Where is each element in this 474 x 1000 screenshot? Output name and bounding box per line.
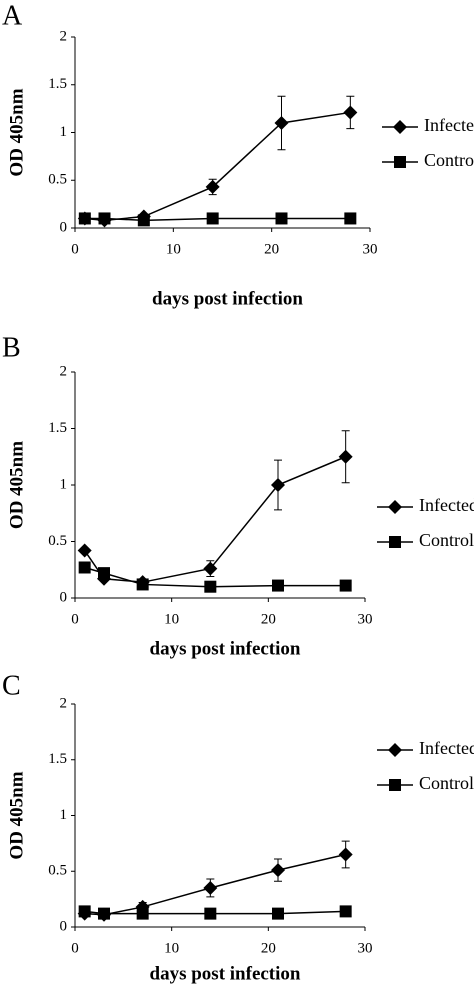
y-tick-label: 1	[60, 807, 68, 823]
series-line	[84, 111, 351, 222]
y-tick-label: 0.5	[48, 533, 67, 549]
data-point	[272, 579, 284, 592]
y-tick-label: 0.5	[48, 863, 67, 879]
data-point	[338, 847, 353, 862]
y-tick-label: 2	[60, 695, 68, 711]
x-axis-label: days post infection	[150, 638, 301, 659]
y-tick-label: 0	[60, 219, 68, 235]
x-tick-label: 0	[71, 940, 79, 956]
data-point	[136, 907, 149, 920]
y-tick-label: 0.5	[48, 172, 67, 188]
legend-label: Control	[419, 773, 474, 793]
y-tick-label: 1.5	[48, 751, 67, 767]
data-point	[137, 214, 150, 227]
y-axis-label: OD 405nm	[6, 441, 27, 529]
y-tick-label: 2	[60, 28, 68, 44]
x-tick-label: 20	[264, 241, 279, 257]
data-point	[98, 907, 110, 920]
data-point	[274, 115, 289, 130]
y-tick-label: 2	[60, 363, 68, 379]
x-tick-label: 30	[358, 940, 373, 956]
x-axis-label: days post infection	[152, 288, 303, 309]
data-point	[205, 179, 220, 194]
data-point	[204, 907, 217, 920]
data-point	[98, 212, 111, 225]
data-point	[78, 905, 91, 918]
y-tick-label: 1.5	[48, 76, 67, 92]
y-tick-label: 1	[60, 476, 68, 492]
legend-label: Control	[419, 530, 474, 550]
data-point	[77, 543, 92, 558]
panel-letter: A	[2, 0, 23, 31]
y-tick-label: 0	[60, 918, 68, 934]
data-point	[343, 105, 358, 120]
data-point	[78, 561, 91, 574]
x-tick-label: 30	[363, 241, 378, 257]
data-point	[136, 578, 149, 591]
data-point	[344, 212, 357, 225]
legend-marker	[388, 500, 402, 514]
data-point	[203, 880, 218, 895]
data-point	[271, 863, 285, 878]
legend-marker	[389, 779, 401, 791]
data-point	[204, 580, 217, 593]
legend-label: Infected	[424, 115, 474, 135]
x-tick-label: 10	[166, 241, 181, 257]
legend-label: Control	[424, 150, 474, 170]
data-point	[272, 907, 284, 920]
data-point	[275, 212, 288, 225]
x-tick-label: 10	[164, 940, 179, 956]
legend-label: Infected	[419, 495, 474, 515]
data-point	[271, 478, 285, 492]
legend-marker	[388, 743, 402, 757]
y-tick-label: 1.5	[48, 420, 67, 436]
data-point	[203, 561, 218, 576]
data-point	[338, 449, 353, 464]
legend-label: Infected	[419, 738, 474, 758]
y-axis-label: OD 405nm	[6, 771, 27, 859]
y-tick-label: 1	[60, 124, 68, 140]
legend-marker	[394, 156, 406, 168]
data-point	[339, 579, 352, 592]
series-line	[84, 456, 346, 583]
x-tick-label: 20	[261, 940, 276, 956]
y-tick-label: 0	[60, 589, 68, 605]
x-tick-label: 0	[71, 611, 79, 627]
y-axis-label: OD 405nm	[6, 88, 27, 176]
data-point	[339, 905, 352, 918]
data-point	[78, 212, 91, 225]
x-tick-label: 0	[71, 241, 79, 257]
x-tick-label: 30	[358, 611, 373, 627]
x-axis-label: days post infection	[150, 963, 301, 984]
series-line	[84, 853, 346, 916]
panel-letter: B	[2, 332, 21, 363]
x-tick-label: 20	[261, 611, 276, 627]
panel-letter: C	[2, 670, 21, 701]
legend-marker	[389, 536, 401, 548]
data-point	[98, 567, 110, 580]
legend-marker	[393, 120, 407, 134]
data-point	[206, 212, 219, 225]
x-tick-label: 10	[164, 611, 179, 627]
